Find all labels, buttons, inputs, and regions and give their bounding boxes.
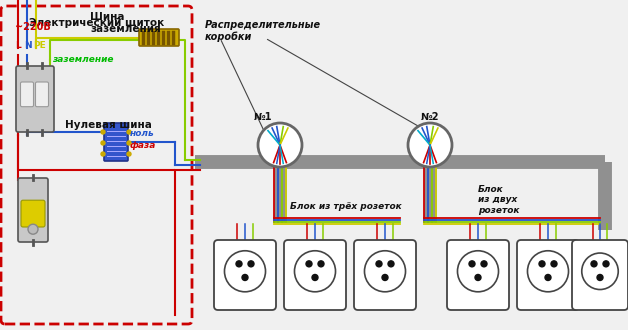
Circle shape <box>382 275 388 280</box>
Circle shape <box>258 123 302 167</box>
Circle shape <box>597 275 603 280</box>
FancyBboxPatch shape <box>104 123 128 161</box>
FancyBboxPatch shape <box>572 240 628 310</box>
Text: заземление: заземление <box>52 54 114 63</box>
Text: Электрический щиток: Электрический щиток <box>29 18 164 28</box>
FancyBboxPatch shape <box>354 240 416 310</box>
Circle shape <box>306 261 312 267</box>
Text: ~220В: ~220В <box>15 22 51 32</box>
Circle shape <box>603 261 609 267</box>
FancyBboxPatch shape <box>517 240 579 310</box>
Circle shape <box>127 130 131 134</box>
Text: Блок
из двух
розеток: Блок из двух розеток <box>478 185 519 215</box>
Circle shape <box>457 251 499 292</box>
FancyBboxPatch shape <box>447 240 509 310</box>
Circle shape <box>408 123 452 167</box>
Circle shape <box>295 251 335 292</box>
Circle shape <box>101 130 105 134</box>
Text: ноль: ноль <box>130 129 154 139</box>
FancyBboxPatch shape <box>21 200 45 227</box>
Text: PE: PE <box>33 41 46 50</box>
Text: №1: №1 <box>254 112 273 122</box>
Circle shape <box>469 261 475 267</box>
Circle shape <box>591 261 597 267</box>
Circle shape <box>236 261 242 267</box>
FancyBboxPatch shape <box>214 240 276 310</box>
FancyBboxPatch shape <box>21 82 33 107</box>
Circle shape <box>364 251 406 292</box>
FancyBboxPatch shape <box>284 240 346 310</box>
Text: Блок из трёх розеток: Блок из трёх розеток <box>290 202 402 211</box>
Text: Шина
заземления: Шина заземления <box>90 12 161 34</box>
Text: N: N <box>24 41 31 50</box>
FancyBboxPatch shape <box>139 29 179 46</box>
Circle shape <box>248 261 254 267</box>
Circle shape <box>539 261 545 267</box>
Circle shape <box>475 275 481 280</box>
Circle shape <box>388 261 394 267</box>
Circle shape <box>224 251 266 292</box>
Circle shape <box>376 261 382 267</box>
Circle shape <box>545 275 551 280</box>
Circle shape <box>101 152 105 156</box>
Circle shape <box>528 251 568 292</box>
Text: L: L <box>15 41 21 50</box>
Circle shape <box>318 261 324 267</box>
Circle shape <box>242 275 248 280</box>
FancyBboxPatch shape <box>18 178 48 242</box>
Circle shape <box>101 141 105 145</box>
Circle shape <box>28 224 38 234</box>
Circle shape <box>127 152 131 156</box>
Circle shape <box>312 275 318 280</box>
Text: Нулевая шина: Нулевая шина <box>65 120 152 130</box>
FancyBboxPatch shape <box>36 82 48 107</box>
FancyBboxPatch shape <box>16 66 54 132</box>
Circle shape <box>551 261 557 267</box>
Circle shape <box>127 141 131 145</box>
Text: №2: №2 <box>421 112 439 122</box>
Circle shape <box>582 253 618 289</box>
Text: фаза: фаза <box>130 142 156 150</box>
Circle shape <box>481 261 487 267</box>
Text: Распределительные
коробки: Распределительные коробки <box>205 20 321 42</box>
